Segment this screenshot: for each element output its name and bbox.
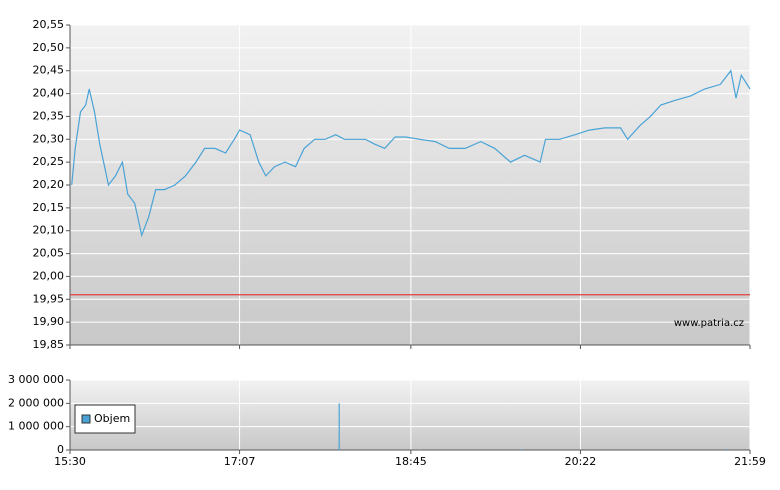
legend-label: Objem <box>94 412 130 425</box>
y-tick-label: 20,10 <box>33 224 65 237</box>
price-line <box>71 69 751 238</box>
y-tick-label: 20,30 <box>33 132 65 145</box>
y-tick-label: 20,35 <box>33 109 65 122</box>
y-tick-label: 20,25 <box>33 155 65 168</box>
y-tick-label: 20,05 <box>33 247 65 260</box>
watermark: www.patria.cz <box>674 318 744 329</box>
x-tick-label: 20:22 <box>565 455 597 468</box>
y-tick-label: 20,15 <box>33 201 65 214</box>
y-tick-label: 0 <box>57 443 64 456</box>
y-tick-label: 20,20 <box>33 178 65 191</box>
x-tick-label: 17:07 <box>224 455 256 468</box>
y-tick-label: 20,00 <box>33 269 65 282</box>
legend-swatch <box>81 414 91 424</box>
y-tick-label: 20,50 <box>33 41 65 54</box>
y-tick-label: 19,95 <box>33 292 65 305</box>
y-tick-label: 19,90 <box>33 315 65 328</box>
y-tick-label: 19,85 <box>33 338 65 351</box>
y-tick-label: 3 000 000 <box>8 373 64 386</box>
y-tick-label: 20,55 <box>33 18 65 31</box>
x-tick-label: 21:59 <box>734 455 766 468</box>
y-tick-label: 20,45 <box>33 64 65 77</box>
y-tick-label: 2 000 000 <box>8 396 64 409</box>
plot-background <box>70 380 750 450</box>
x-tick-label: 15:30 <box>54 455 86 468</box>
x-tick-label: 18:45 <box>395 455 427 468</box>
y-tick-label: 20,40 <box>33 87 65 100</box>
y-tick-label: 1 000 000 <box>8 420 64 433</box>
